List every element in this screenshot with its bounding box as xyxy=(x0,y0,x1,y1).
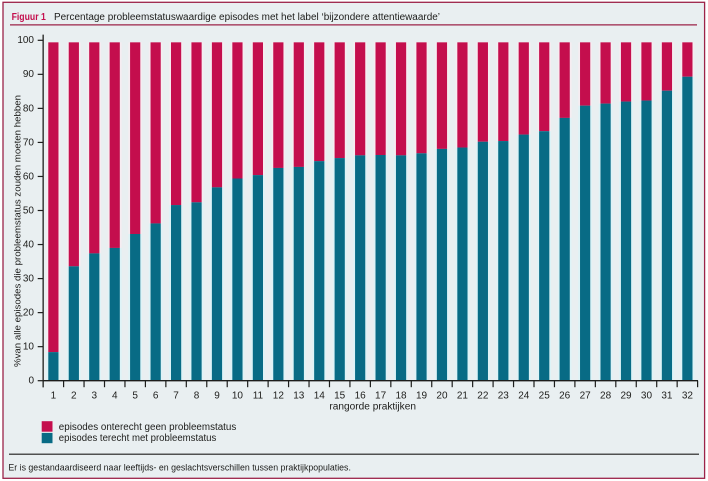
svg-text:32: 32 xyxy=(682,390,694,401)
svg-text:25: 25 xyxy=(539,390,551,401)
svg-text:3: 3 xyxy=(91,390,97,401)
svg-text:episodes terecht met probleems: episodes terecht met probleemstatus xyxy=(59,433,217,444)
svg-text:60: 60 xyxy=(23,171,35,182)
svg-text:31: 31 xyxy=(661,390,673,401)
svg-text:11: 11 xyxy=(253,390,264,401)
svg-text:27: 27 xyxy=(580,390,592,401)
svg-text:7: 7 xyxy=(173,390,179,401)
svg-text:17: 17 xyxy=(375,390,387,401)
svg-text:26: 26 xyxy=(559,390,571,401)
svg-text:8: 8 xyxy=(194,390,200,401)
svg-text:Figuur 1: Figuur 1 xyxy=(12,12,46,23)
svg-text:21: 21 xyxy=(457,390,469,401)
svg-text:90: 90 xyxy=(23,69,35,80)
svg-text:70: 70 xyxy=(23,137,35,148)
svg-text:10: 10 xyxy=(23,342,35,353)
svg-text:23: 23 xyxy=(498,390,510,401)
svg-text:14: 14 xyxy=(314,390,326,401)
svg-text:%van alle episodes die problee: %van alle episodes die probleemstatus zo… xyxy=(13,95,23,367)
svg-text:1: 1 xyxy=(51,390,57,401)
svg-text:40: 40 xyxy=(23,239,35,250)
svg-text:20: 20 xyxy=(23,308,35,319)
svg-text:4: 4 xyxy=(112,390,118,401)
svg-text:30: 30 xyxy=(641,390,653,401)
svg-text:20: 20 xyxy=(436,390,448,401)
svg-text:22: 22 xyxy=(477,390,489,401)
svg-text:50: 50 xyxy=(23,205,35,216)
svg-text:rangorde praktijken: rangorde praktijken xyxy=(329,402,416,413)
svg-text:10: 10 xyxy=(232,390,244,401)
svg-text:19: 19 xyxy=(416,390,428,401)
svg-text:0: 0 xyxy=(28,376,34,387)
svg-text:episodes onterecht geen proble: episodes onterecht geen probleemstatus xyxy=(59,422,237,433)
svg-text:Er is gestandaardiseerd naar l: Er is gestandaardiseerd naar leeftijds- … xyxy=(8,462,351,472)
svg-text:28: 28 xyxy=(600,390,612,401)
svg-text:80: 80 xyxy=(23,103,35,114)
svg-text:5: 5 xyxy=(132,390,138,401)
svg-text:30: 30 xyxy=(23,273,35,284)
svg-text:Percentage probleemstatuswaard: Percentage probleemstatuswaardige episod… xyxy=(54,12,440,23)
svg-text:13: 13 xyxy=(293,390,305,401)
svg-text:16: 16 xyxy=(355,390,367,401)
svg-text:100: 100 xyxy=(17,35,34,46)
svg-text:15: 15 xyxy=(334,390,346,401)
svg-text:12: 12 xyxy=(273,390,285,401)
svg-text:2: 2 xyxy=(71,390,77,401)
svg-text:29: 29 xyxy=(620,390,632,401)
svg-text:18: 18 xyxy=(395,390,407,401)
svg-text:9: 9 xyxy=(214,390,220,401)
svg-text:6: 6 xyxy=(153,390,159,401)
svg-text:24: 24 xyxy=(518,390,530,401)
